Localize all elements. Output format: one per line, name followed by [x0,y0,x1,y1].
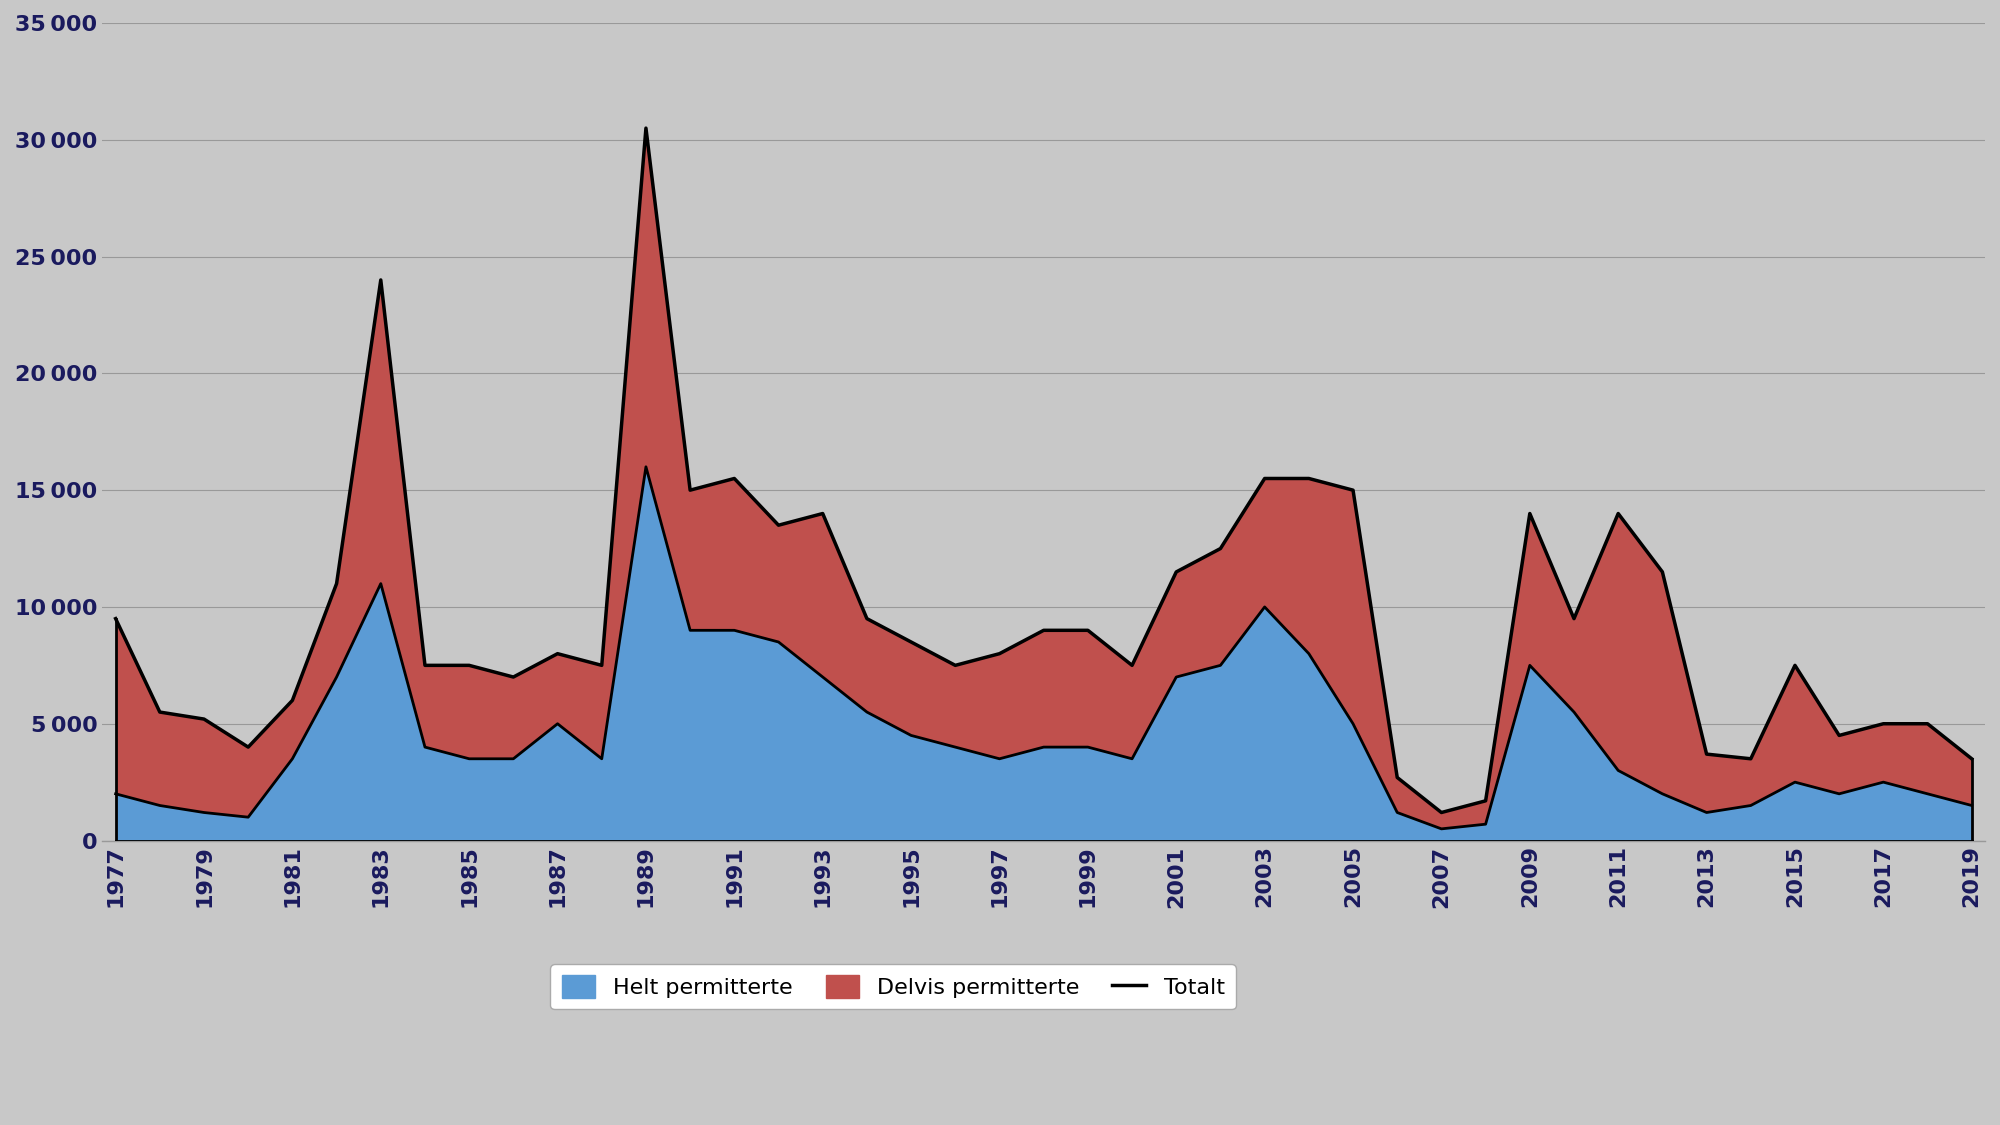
Legend: Helt permitterte, Delvis permitterte, Totalt: Helt permitterte, Delvis permitterte, To… [550,964,1236,1009]
